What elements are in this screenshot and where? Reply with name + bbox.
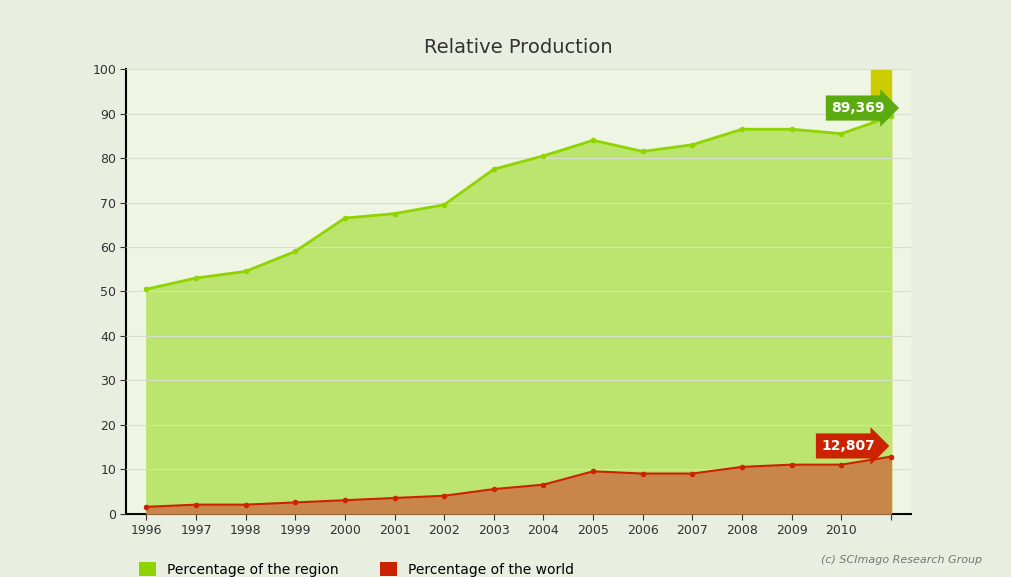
Text: 12,807: 12,807 — [821, 439, 875, 453]
Text: 89,369: 89,369 — [831, 101, 884, 115]
Legend: Percentage of the region, Percentage of the world: Percentage of the region, Percentage of … — [133, 556, 579, 577]
Bar — [870, 69, 890, 514]
Text: (c) SCImago Research Group: (c) SCImago Research Group — [820, 556, 981, 565]
Title: Relative Production: Relative Production — [424, 38, 613, 57]
